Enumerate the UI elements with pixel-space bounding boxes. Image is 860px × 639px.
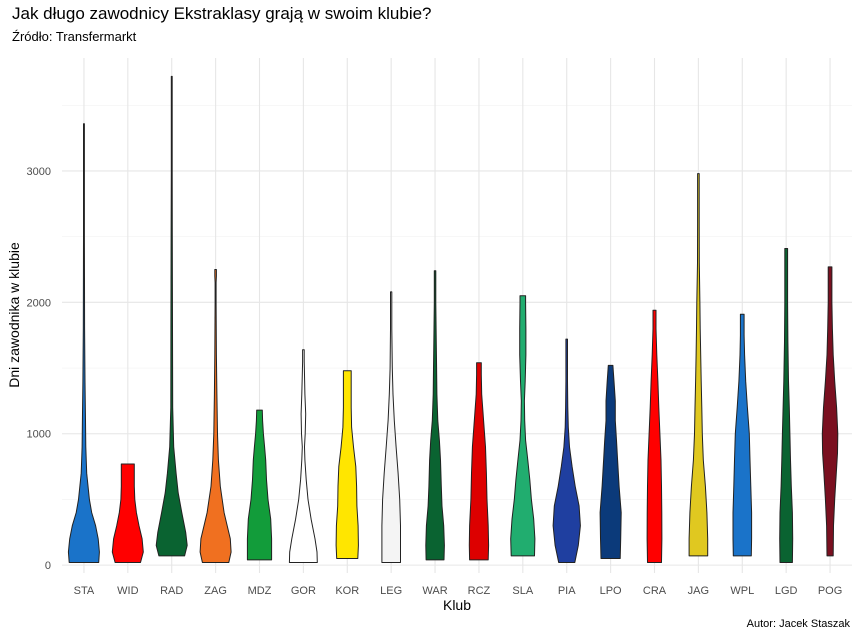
x-tick-label: PIA [558, 585, 576, 597]
violin-sta [67, 123, 100, 563]
violin-wpl [732, 313, 753, 557]
violin-zag [199, 269, 232, 563]
violin-pia [552, 338, 581, 563]
x-tick-label: RCZ [468, 585, 491, 597]
y-tick-label: 3000 [27, 166, 51, 178]
violin-jag [688, 173, 709, 557]
x-tick-label: SLA [512, 585, 533, 597]
violin-pog [821, 266, 839, 557]
x-tick-label: GOR [291, 585, 316, 597]
x-tick-label: WAR [422, 585, 447, 597]
x-tick-label: RAD [160, 585, 183, 597]
violin-war [425, 270, 445, 561]
x-tick-label: STA [74, 585, 95, 597]
violin-sla [510, 295, 536, 557]
y-tick-label: 0 [45, 560, 51, 572]
x-tick-label: WID [117, 585, 138, 597]
x-tick-label: LPO [600, 585, 622, 597]
y-tick-label: 1000 [27, 429, 51, 441]
x-tick-label: ZAG [204, 585, 227, 597]
violin-lpo [599, 364, 622, 559]
x-tick-label: CRA [643, 585, 667, 597]
x-tick-label: POG [818, 585, 842, 597]
x-tick-label: LEG [380, 585, 402, 597]
x-tick-label: LGD [775, 585, 798, 597]
chart-subtitle: Źródło: Transfermarkt [12, 29, 137, 44]
x-tick-label: WPL [730, 585, 754, 597]
violin-lgd [779, 248, 794, 563]
y-axis-label: Dni zawodnika w klubie [6, 242, 22, 388]
violin-cra [646, 309, 663, 563]
violin-gor [288, 349, 318, 563]
violin-kor [335, 370, 359, 559]
x-axis-label: Klub [442, 597, 472, 613]
violin-rcz [468, 362, 490, 561]
violin-mdz [246, 409, 273, 561]
x-tick-label: MDZ [248, 585, 272, 597]
x-tick-label: JAG [688, 585, 709, 597]
x-tick-label: KOR [335, 585, 359, 597]
violin-rad [155, 75, 188, 557]
violin-wid [111, 463, 144, 563]
violin-leg [381, 291, 401, 563]
caption: Autor: Jacek Staszak [746, 618, 850, 630]
chart-title: Jak długo zawodnicy Ekstraklasy grają w … [12, 4, 432, 23]
y-tick-label: 2000 [27, 297, 51, 309]
